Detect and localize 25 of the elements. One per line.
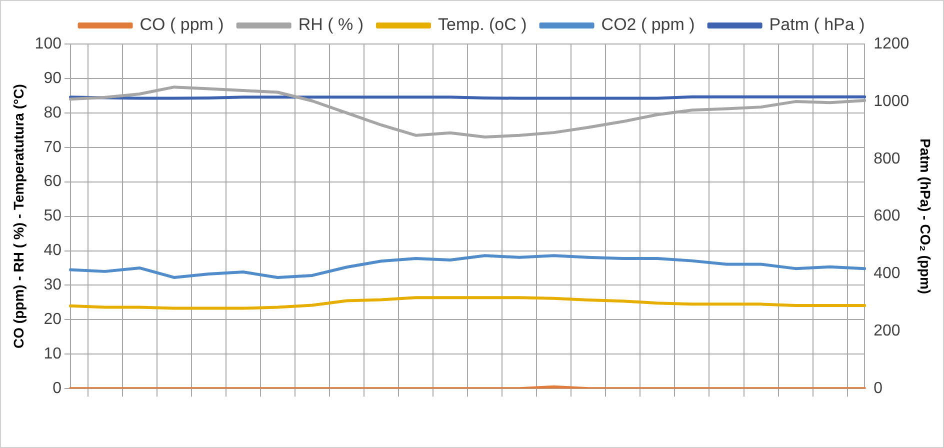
y-tick-label: 70 [44, 138, 62, 156]
legend-label: CO2 ( ppm ) [601, 15, 695, 34]
legend-label: CO ( ppm ) [140, 15, 224, 34]
y-tick-label: 90 [44, 70, 62, 87]
y-tick-label: 40 [44, 242, 62, 260]
legend-label: Temp. (oC ) [438, 15, 527, 34]
y2-tick-label: 200 [874, 322, 900, 340]
y-tick-label: 10 [44, 346, 62, 363]
y2-tick-label: 800 [874, 150, 900, 168]
y2-tick-label: 600 [874, 208, 900, 225]
y-tick-label: 100 [34, 35, 62, 52]
y2-axis-title: Patm (hPa) - CO₂ (ppm) [918, 138, 934, 294]
y-tick-label: 60 [44, 173, 62, 190]
y-axis-title: CO (ppm) - RH ( %) - Temperatutura (°C) [10, 84, 26, 348]
y2-tick-label: 1200 [874, 35, 910, 52]
legend-label: RH ( % ) [298, 15, 364, 34]
y2-tick-label: 400 [874, 265, 900, 282]
y-tick-label: 50 [44, 208, 62, 225]
y-tick-label: 80 [44, 104, 62, 122]
y2-tick-label: 0 [874, 380, 883, 398]
y-tick-label: 0 [52, 380, 62, 398]
y-tick-label: 20 [44, 311, 62, 328]
y2-tick-label: 1000 [874, 92, 910, 110]
y-tick-label: 30 [44, 276, 62, 294]
legend-label: Patm ( hPa ) [769, 15, 865, 34]
